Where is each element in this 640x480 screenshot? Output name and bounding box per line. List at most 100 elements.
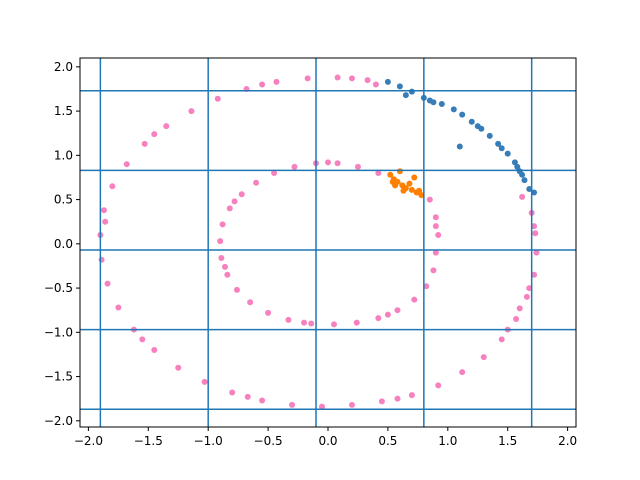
data-point	[432, 249, 439, 256]
data-point	[325, 159, 331, 166]
data-point	[364, 77, 371, 84]
x-tick-label: −0.5	[254, 434, 283, 448]
data-point	[474, 123, 481, 130]
x-tick-label: −2.0	[74, 434, 103, 448]
y-tick-label: 0.5	[54, 193, 73, 207]
data-point	[450, 106, 457, 113]
data-point	[188, 108, 195, 115]
data-point	[289, 401, 296, 408]
data-point	[389, 178, 396, 185]
data-point	[238, 191, 245, 198]
data-point	[416, 187, 423, 194]
data-point	[375, 315, 382, 322]
data-point	[514, 163, 521, 170]
data-point	[354, 163, 361, 170]
data-point	[348, 75, 355, 82]
data-point	[519, 171, 526, 178]
data-point	[372, 81, 379, 88]
data-point	[400, 187, 407, 194]
data-point	[304, 75, 311, 82]
data-point	[406, 180, 413, 187]
data-point	[291, 163, 298, 170]
x-tick-label: 0.0	[318, 434, 337, 448]
data-point	[330, 321, 337, 328]
data-point	[384, 311, 391, 318]
data-point	[411, 174, 418, 181]
data-point	[141, 140, 148, 147]
data-point	[504, 150, 511, 157]
partition-lines	[80, 58, 576, 427]
y-tick-label: −0.5	[44, 281, 73, 295]
data-point	[498, 145, 505, 152]
data-point	[526, 185, 533, 192]
y-tick-label: −1.5	[44, 370, 73, 384]
data-point	[265, 309, 272, 316]
data-point	[221, 263, 228, 270]
y-tick-label: 1.5	[54, 104, 73, 118]
data-point	[513, 316, 520, 323]
y-tick-label: −2.0	[44, 414, 73, 428]
data-point	[273, 78, 280, 85]
data-point	[217, 238, 224, 245]
data-point	[521, 177, 528, 184]
data-point	[394, 307, 401, 314]
data-point	[308, 320, 315, 327]
data-point	[115, 304, 122, 311]
data-point	[532, 230, 539, 237]
data-point	[531, 271, 538, 278]
data-point	[408, 88, 415, 95]
plot-frame	[79, 57, 577, 428]
data-point	[244, 393, 251, 400]
data-point	[253, 179, 260, 186]
data-point	[175, 364, 182, 371]
data-point	[511, 159, 518, 166]
data-point	[519, 193, 526, 200]
data-point	[100, 207, 107, 214]
data-point	[285, 316, 292, 323]
data-point	[226, 205, 233, 212]
y-tick-label: −1.0	[44, 325, 73, 339]
data-point	[334, 160, 341, 167]
x-tick-label: 1.0	[438, 434, 457, 448]
data-point	[151, 347, 158, 354]
data-point	[402, 92, 409, 99]
data-point	[459, 369, 466, 376]
data-point	[468, 118, 475, 125]
points-layer	[97, 74, 540, 410]
data-point	[247, 299, 254, 306]
data-point	[426, 97, 433, 104]
data-point	[495, 140, 502, 147]
data-point	[418, 192, 425, 199]
data-point	[384, 78, 391, 85]
data-point	[486, 132, 493, 139]
data-point	[109, 183, 116, 190]
data-point	[104, 280, 111, 287]
data-point	[396, 83, 403, 90]
data-point	[231, 198, 238, 205]
y-tick-label: 1.0	[54, 148, 73, 162]
data-point	[163, 123, 170, 130]
data-point	[259, 81, 266, 88]
data-point	[411, 296, 418, 303]
x-tick-label: −1.0	[194, 434, 223, 448]
data-point	[516, 305, 523, 312]
data-point	[523, 293, 530, 300]
data-point	[459, 111, 466, 118]
x-tick-label: 2.0	[558, 434, 577, 448]
data-point	[426, 196, 433, 203]
data-point	[233, 286, 240, 293]
data-point	[533, 249, 540, 256]
data-point	[456, 143, 463, 150]
data-point	[201, 378, 208, 385]
data-point	[408, 186, 415, 193]
data-point	[301, 319, 308, 326]
data-point	[435, 231, 442, 238]
data-point	[438, 101, 445, 108]
data-point	[102, 218, 109, 225]
data-point	[396, 168, 403, 175]
data-point	[334, 74, 341, 81]
x-tick-label: 1.5	[498, 434, 517, 448]
data-point	[423, 283, 430, 290]
data-point	[219, 221, 226, 228]
